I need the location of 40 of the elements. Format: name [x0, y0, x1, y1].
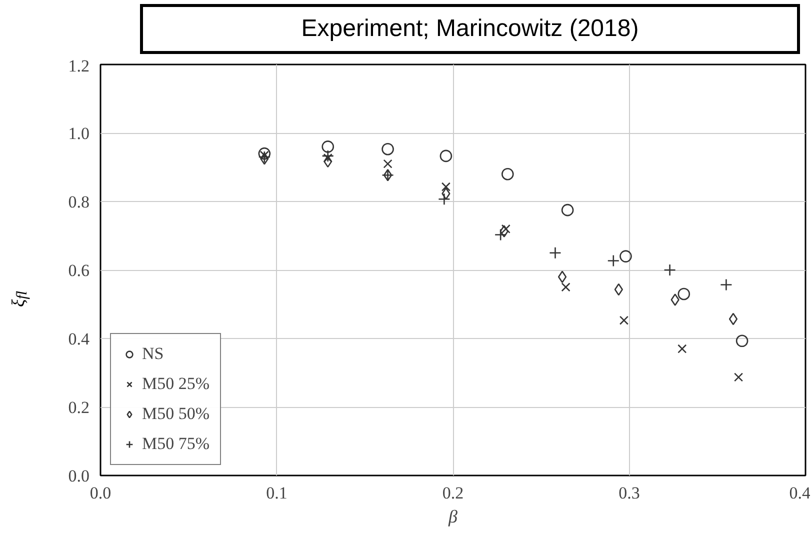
point — [440, 150, 452, 162]
y-tick-label: 0.4 — [68, 330, 90, 348]
point — [678, 344, 687, 354]
legend-label: NS — [142, 344, 164, 364]
point — [678, 288, 690, 300]
x-axis-title: β — [448, 506, 458, 526]
x-tick-label: 0.2 — [442, 484, 464, 502]
legend-label: M50 75% — [142, 434, 210, 454]
point — [322, 140, 334, 153]
point — [664, 264, 676, 276]
x-tick-label: 0.0 — [90, 484, 112, 502]
y-tick-label: 0.8 — [68, 192, 90, 212]
point — [501, 168, 514, 180]
point — [619, 316, 628, 325]
point — [561, 282, 570, 292]
point — [607, 254, 620, 267]
y-tick-label: 0.2 — [68, 398, 90, 417]
y-tick-label: 0.0 — [68, 466, 90, 486]
chart-title: Experiment; Marincowitz (2018) — [301, 14, 639, 44]
point — [620, 250, 632, 262]
x-tick-label: 0.3 — [618, 484, 640, 502]
y-tick-label: 0.6 — [68, 261, 90, 280]
point — [734, 372, 744, 382]
point — [561, 204, 574, 216]
legend-label: M50 50% — [142, 404, 210, 424]
point — [383, 159, 392, 168]
point — [500, 225, 508, 238]
point — [501, 224, 510, 234]
y-tick-label: 1.2 — [68, 56, 90, 76]
point — [670, 294, 680, 306]
point — [382, 142, 394, 156]
legend-label: M50 25% — [142, 374, 210, 394]
point — [441, 182, 450, 192]
x-tick-label: 0.1 — [266, 484, 288, 502]
point — [258, 147, 271, 160]
point — [736, 334, 748, 348]
y-tick-label: 1.0 — [68, 124, 90, 143]
x-tick-label: 0.4 — [789, 484, 811, 502]
point — [728, 312, 738, 326]
point — [558, 270, 567, 283]
